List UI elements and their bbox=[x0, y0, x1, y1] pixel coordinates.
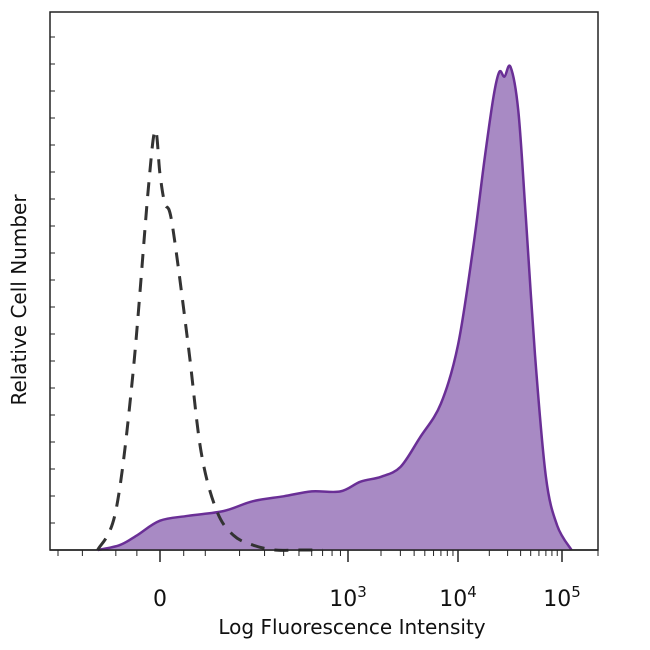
x-tick-label: 105 bbox=[543, 583, 581, 612]
x-tick-label: 103 bbox=[329, 583, 367, 612]
isotype-control-line bbox=[96, 128, 323, 552]
x-axis-ticks bbox=[159, 550, 563, 562]
x-axis-title: Log Fluorescence Intensity bbox=[218, 615, 485, 639]
x-tick-label: 0 bbox=[153, 587, 167, 612]
series-layer bbox=[96, 64, 573, 552]
x-axis-minor-ticks bbox=[57, 550, 599, 556]
y-axis-title: Relative Cell Number bbox=[7, 194, 31, 406]
stained-sample-area bbox=[97, 65, 572, 550]
x-tick-label: 104 bbox=[439, 583, 477, 612]
y-axis-ticks bbox=[50, 36, 55, 551]
x-axis-tick-labels: 0 103 104 105 bbox=[153, 583, 581, 612]
stained-sample-outline bbox=[97, 64, 573, 552]
